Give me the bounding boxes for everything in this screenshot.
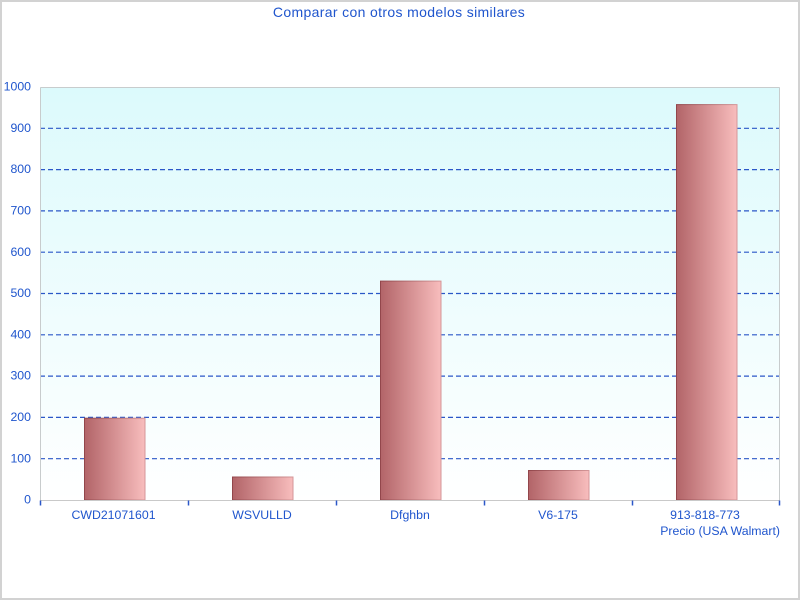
svg-text:WSVULLD: WSVULLD — [232, 508, 292, 522]
svg-text:Precio (USA Walmart): Precio (USA Walmart) — [660, 524, 780, 538]
svg-text:600: 600 — [10, 245, 31, 259]
svg-text:CWD21071601: CWD21071601 — [71, 508, 155, 522]
svg-text:200: 200 — [10, 410, 31, 424]
svg-text:913-818-773: 913-818-773 — [670, 508, 740, 522]
svg-text:800: 800 — [10, 162, 31, 176]
svg-text:500: 500 — [10, 286, 31, 300]
svg-text:V6-175: V6-175 — [538, 508, 578, 522]
svg-text:1000: 1000 — [4, 80, 32, 94]
svg-text:Dfghbn: Dfghbn — [390, 508, 430, 522]
svg-text:0: 0 — [24, 493, 31, 507]
svg-text:300: 300 — [10, 369, 31, 383]
svg-text:400: 400 — [10, 327, 31, 341]
svg-text:100: 100 — [10, 451, 31, 465]
svg-text:Comparar con otros modelos sim: Comparar con otros modelos similares — [273, 4, 525, 20]
svg-text:700: 700 — [10, 204, 31, 218]
svg-text:900: 900 — [10, 121, 31, 135]
